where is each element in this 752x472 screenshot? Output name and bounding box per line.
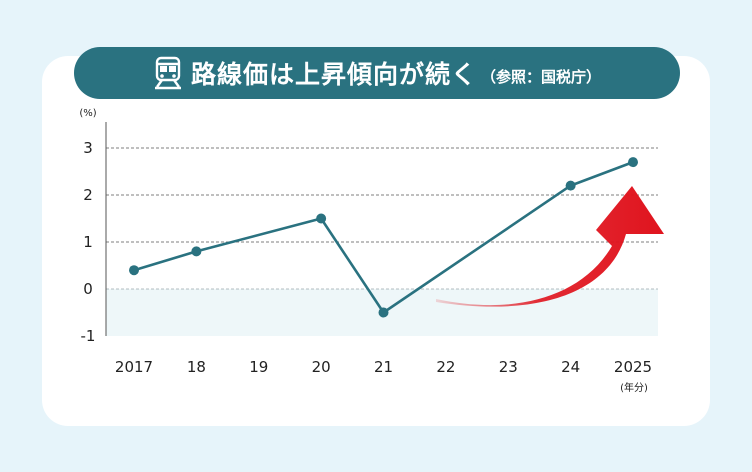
- x-tick-label: 23: [499, 358, 518, 376]
- y-tick-label: 1: [83, 233, 93, 251]
- data-point-21: [378, 307, 389, 318]
- data-point-20: [316, 213, 327, 224]
- y-tick-label: 0: [83, 280, 93, 298]
- x-tick-label: 24: [561, 358, 580, 376]
- x-tick-label: 19: [249, 358, 268, 376]
- x-tick-label: 22: [436, 358, 455, 376]
- x-unit-label: (年分): [620, 381, 648, 394]
- y-tick-label: 3: [83, 139, 93, 157]
- data-point-24: [565, 180, 576, 191]
- chart-card: [42, 56, 710, 426]
- y-tick-label: 2: [83, 186, 93, 204]
- source-note: （参照：国税庁）: [481, 67, 602, 86]
- data-point-2025: [628, 157, 638, 168]
- series-line: [133, 160, 634, 314]
- x-tick-label: 20: [312, 358, 331, 376]
- data-point-18: [191, 246, 202, 257]
- title-bar: 路線価は上昇傾向が続く （参照：国税庁）: [74, 47, 680, 99]
- x-tick-label: 18: [187, 358, 206, 376]
- x-tick-label: 2017: [115, 358, 153, 376]
- x-tick-label: 2025: [614, 358, 652, 376]
- x-tick-label: 21: [374, 358, 393, 376]
- data-point-2017: [129, 265, 139, 276]
- y-tick-label: -1: [81, 327, 96, 345]
- chart-title: 路線価は上昇傾向が続く: [190, 60, 477, 89]
- train-icon: [154, 56, 181, 90]
- y-unit-label: (%): [79, 108, 96, 119]
- rise-arrow-annotation: [436, 186, 664, 307]
